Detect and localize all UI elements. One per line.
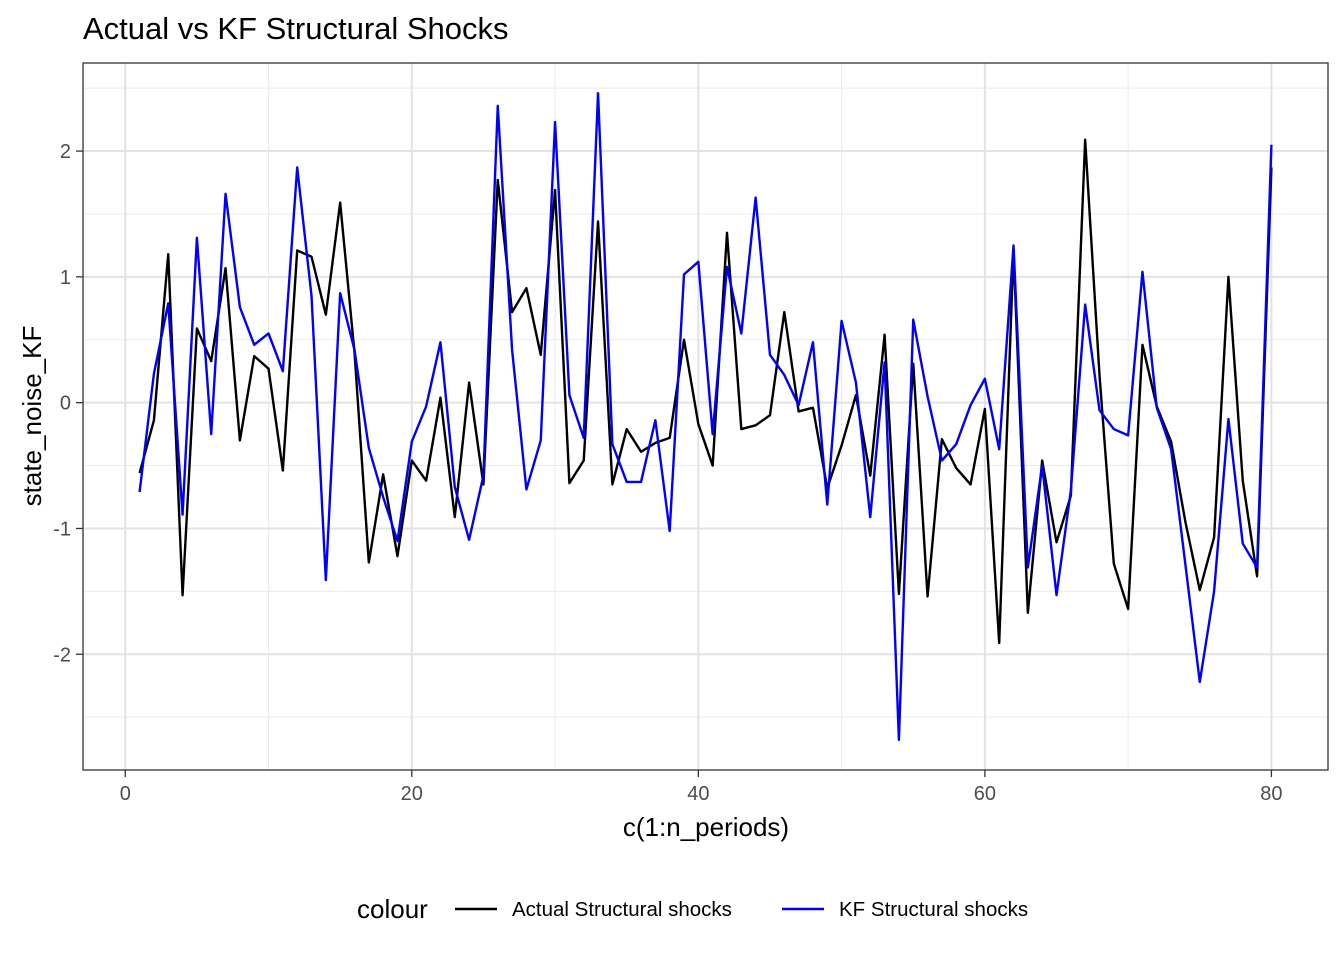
y-axis-label: state_noise_KF <box>17 326 47 507</box>
x-axis-label: c(1:n_periods) <box>623 812 789 842</box>
x-tick-label: 20 <box>401 783 423 805</box>
legend-label-actual: Actual Structural shocks <box>512 898 732 921</box>
grid-minor <box>83 63 1328 770</box>
legend-title: colour <box>357 894 428 924</box>
legend: colour Actual Structural shocks KF Struc… <box>357 894 1028 924</box>
series-line-actual <box>138 138 1273 645</box>
x-tick-label: 0 <box>120 783 131 805</box>
x-tick-label: 60 <box>974 783 996 805</box>
x-tick-label: 40 <box>687 783 709 805</box>
chart-title: Actual vs KF Structural Shocks <box>83 11 509 46</box>
y-tick-label: -1 <box>53 518 71 540</box>
y-tick-label: -2 <box>53 644 71 666</box>
plot-panel <box>83 63 1328 770</box>
y-tick-label: 1 <box>60 267 71 289</box>
x-tick-label: 80 <box>1260 783 1282 805</box>
series-layer <box>138 91 1273 742</box>
plot-border <box>82 62 1329 771</box>
x-axis: 0 20 40 60 80 <box>120 770 1283 805</box>
series-line-kf <box>138 91 1273 742</box>
y-tick-label: 0 <box>60 393 71 415</box>
y-tick-label: 2 <box>60 141 71 163</box>
y-axis: -2 -1 0 1 2 <box>53 141 83 666</box>
legend-label-kf: KF Structural shocks <box>839 898 1028 921</box>
